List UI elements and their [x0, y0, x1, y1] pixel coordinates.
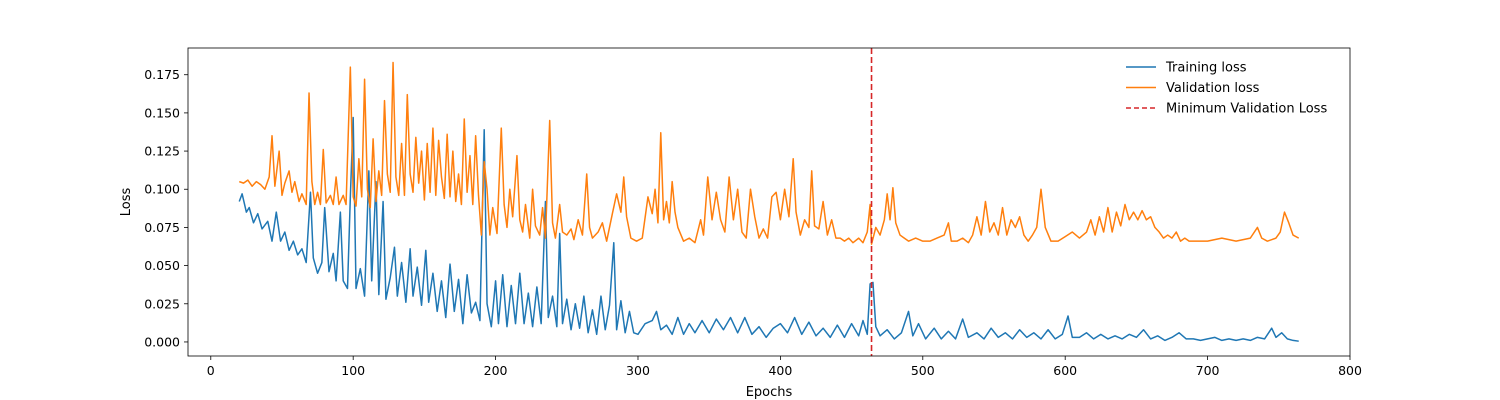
y-tick-label: 0.025: [144, 296, 180, 311]
plot-lines: [238, 48, 1300, 356]
y-tick-label: 0.175: [144, 67, 180, 82]
y-tick-label: 0.050: [144, 258, 180, 273]
y-axis-ticks: 0.000 0.025 0.050 0.075 0.100 0.125 0.150 0.175: [144, 67, 188, 349]
legend-label: Validation loss: [1166, 81, 1260, 96]
x-tick-label: 0: [207, 363, 215, 378]
y-tick-label: 0.125: [144, 144, 180, 159]
x-axis-title: Epochs: [746, 385, 793, 400]
x-tick-label: 200: [484, 363, 508, 378]
legend-label: Minimum Validation Loss: [1166, 102, 1327, 117]
x-tick-label: 600: [1053, 363, 1077, 378]
x-tick-label: 700: [1196, 363, 1220, 378]
x-tick-label: 800: [1338, 363, 1362, 378]
legend: Training loss Validation loss Minimum Vali…: [1126, 61, 1327, 117]
y-tick-label: 0.100: [144, 182, 180, 197]
y-tick-label: 0.000: [144, 334, 180, 349]
x-tick-label: 400: [768, 363, 792, 378]
x-tick-label: 100: [341, 363, 365, 378]
y-tick-label: 0.075: [144, 220, 180, 235]
x-tick-label: 500: [911, 363, 935, 378]
axes-frame: [187, 47, 1351, 357]
x-tick-label: 300: [626, 363, 650, 378]
legend-label: Training loss: [1165, 61, 1247, 76]
x-axis-ticks: 0 100 200 300 400 500 600 700 800: [207, 356, 1362, 378]
y-axis-title: Loss: [119, 188, 134, 217]
y-tick-label: 0.150: [144, 105, 180, 120]
series-line-validation-loss: [239, 61, 1300, 245]
